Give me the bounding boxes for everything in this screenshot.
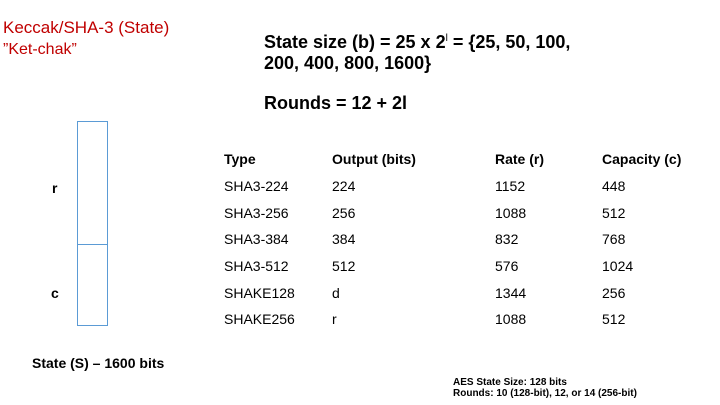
slide-subtitle: ”Ket-chak” [3,41,77,58]
state-box [77,121,108,326]
formula-suffix: = {25, 50, 100, [447,32,571,52]
table-row: SHA3-512 512 576 1024 [218,253,697,280]
state-caption: State (S) – 1600 bits [32,355,165,371]
rate-label: r [52,180,58,196]
cell-rate: 576 [495,258,519,275]
cell-capacity: 512 [602,204,626,221]
cell-output: d [332,284,340,301]
cell-rate: 1344 [495,284,527,301]
cell-rate: 832 [495,231,519,248]
cell-capacity: 1024 [602,258,634,275]
slide-title: Keccak/SHA-3 (State) [3,18,170,37]
table-header-row: Type Output (bits) Rate (r) Capacity (c) [218,146,697,173]
cell-type: SHA3-384 [224,231,289,248]
header-capacity: Capacity (c) [602,151,682,168]
cell-capacity: 768 [602,231,626,248]
cell-rate: 1088 [495,204,527,221]
aes-note-line2: Rounds: 10 (128-bit), 12, or 14 (256-bit… [453,388,637,399]
cell-output: r [332,311,337,328]
rate-capacity-divider [77,244,108,245]
cell-rate: 1152 [495,178,526,195]
aes-note: AES State Size: 128 bits Rounds: 10 (128… [453,377,637,399]
formula-line2: 200, 400, 800, 1600} [264,53,432,73]
table-row: SHA3-256 256 1088 512 [218,199,697,226]
rounds-formula: Rounds = 12 + 2l [264,93,408,113]
cell-output: 224 [332,178,356,195]
table-row: SHA3-224 224 1152 448 [218,173,697,200]
header-rate: Rate (r) [495,151,545,168]
state-size-formula: State size (b) = 25 x 2l = {25, 50, 100,… [264,28,664,74]
cell-type: SHAKE128 [224,284,295,301]
table-row: SHA3-384 384 832 768 [218,226,697,253]
header-output: Output (bits) [332,151,416,168]
formula-exponent: l [445,33,448,44]
cell-type: SHA3-224 [224,178,289,195]
capacity-label: c [51,285,59,301]
cell-type: SHAKE256 [224,311,295,328]
cell-capacity: 512 [602,311,626,328]
table-row: SHAKE128 d 1344 256 [218,279,697,306]
table-row: SHAKE256 r 1088 512 [218,306,697,333]
cell-rate: 1088 [495,311,527,328]
cell-output: 256 [332,204,356,221]
cell-capacity: 256 [602,284,626,301]
formula-prefix: State size (b) = 25 x 2 [264,32,446,52]
cell-output: 384 [332,231,356,248]
cell-type: SHA3-512 [224,258,289,275]
cell-capacity: 448 [602,178,626,195]
header-type: Type [224,151,256,168]
aes-note-line1: AES State Size: 128 bits [453,377,567,388]
cell-type: SHA3-256 [224,204,289,221]
sha3-parameters-table: Type Output (bits) Rate (r) Capacity (c)… [218,146,697,333]
cell-output: 512 [332,258,356,275]
